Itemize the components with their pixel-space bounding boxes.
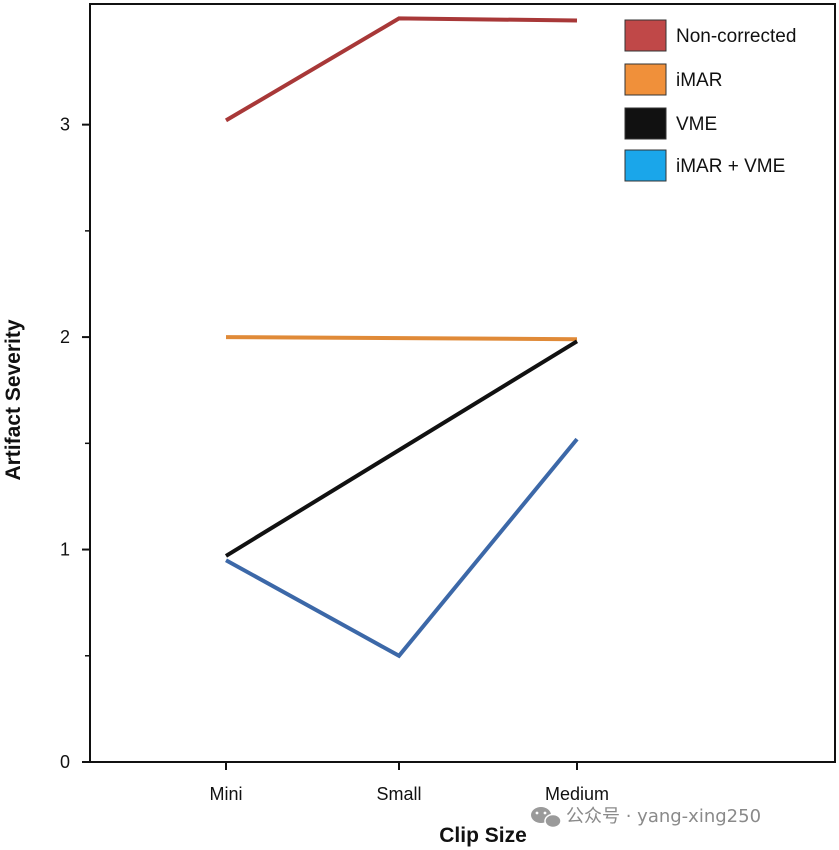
plot-frame (89, 3, 836, 763)
legend-swatch-imar-vme (624, 149, 667, 182)
legend-swatch-non-corrected (624, 19, 667, 52)
x-tick-label: Medium (545, 784, 609, 804)
legend-label-vme: VME (676, 114, 717, 135)
legend-label-imar: iMAR (676, 70, 722, 91)
series-line-vme (224, 339, 579, 558)
legend-swatch-imar (624, 63, 667, 96)
watermark: 公众号 · yang-xing250 (531, 806, 761, 829)
y-tick-label: 3 (60, 115, 70, 135)
legend-swatch-vme (624, 107, 667, 140)
x-axis-title: Clip Size (439, 824, 527, 847)
watermark-text: 公众号 · yang-xing250 (566, 806, 761, 827)
legend: Non-corrected iMAR VME iMAR + VME (624, 19, 796, 182)
y-tick-label: 1 (60, 540, 70, 560)
wechat-icon (531, 807, 562, 829)
x-tick-label: Small (376, 784, 421, 804)
legend-label-imar-vme: iMAR + VME (676, 156, 785, 177)
y-tick-label: 2 (60, 327, 70, 347)
series-line-non-corrected (224, 16, 578, 123)
y-axis: 0 1 2 3 (60, 115, 90, 772)
legend-label-non-corrected: Non-corrected (676, 26, 796, 47)
series-line-imar-vme (225, 437, 579, 659)
y-axis-title: Artifact Severity (2, 319, 25, 480)
series-lines-layer (224, 16, 579, 659)
y-tick-label: 0 (60, 752, 70, 772)
series-line-imar (225, 335, 578, 342)
x-axis: Mini Small Medium (209, 762, 609, 804)
x-tick-label: Mini (209, 784, 242, 804)
